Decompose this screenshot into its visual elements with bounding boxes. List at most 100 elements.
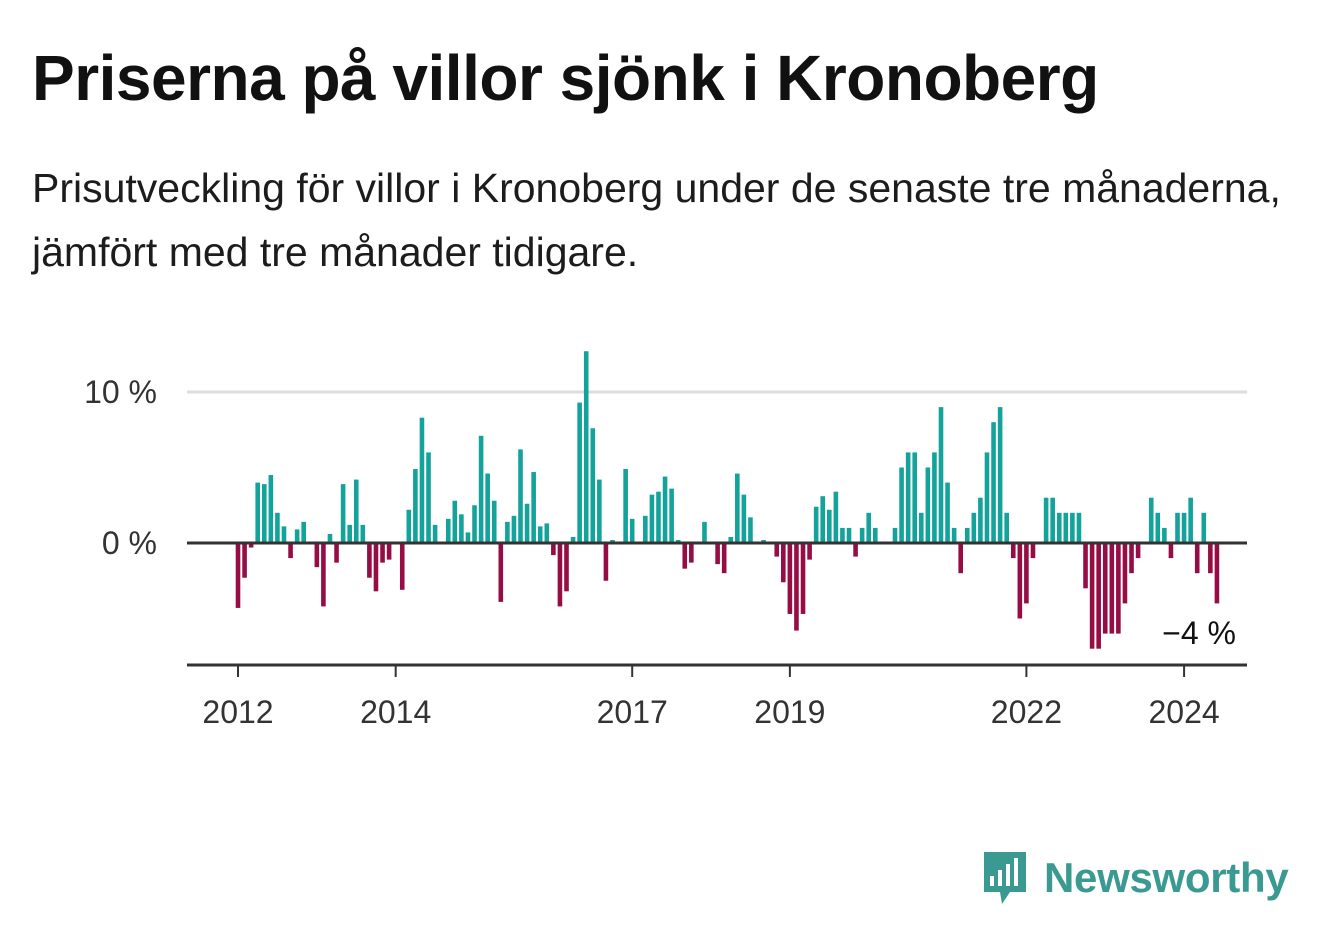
- bar: [912, 452, 918, 543]
- bar: [656, 491, 661, 543]
- bar: [748, 517, 753, 543]
- bar: [597, 479, 602, 543]
- bar: [524, 503, 530, 543]
- bar: [662, 476, 668, 543]
- bar: [537, 526, 543, 543]
- bar: [958, 543, 963, 574]
- bar: [840, 527, 845, 543]
- bar: [610, 539, 615, 543]
- bar: [1096, 543, 1101, 649]
- bar: [1155, 512, 1161, 543]
- bar: [675, 539, 681, 543]
- bar: [820, 496, 826, 543]
- bar: [1162, 527, 1167, 543]
- chart-subtitle: Prisutveckling för villor i Kronoberg un…: [32, 165, 1281, 275]
- bar: [833, 491, 839, 543]
- bar: [531, 472, 536, 543]
- bar: [347, 524, 352, 543]
- bar: [1063, 512, 1069, 543]
- bar: [1135, 543, 1141, 559]
- bar: [735, 473, 740, 543]
- bar: [301, 521, 306, 543]
- bar: [518, 449, 523, 543]
- bar: [1010, 543, 1016, 559]
- chart-title: Priserna på villor sjönk i Kronoberg: [32, 42, 1099, 114]
- bar: [399, 543, 405, 590]
- bar: [432, 524, 438, 543]
- bar: [853, 543, 858, 557]
- bar: [485, 473, 490, 543]
- newsworthy-logo: Newsworthy: [980, 848, 1289, 908]
- bar: [761, 539, 766, 543]
- bar: [472, 505, 477, 543]
- bar: [1083, 543, 1088, 589]
- bar: [478, 435, 484, 543]
- bar: [1175, 512, 1180, 543]
- bar: [511, 515, 517, 543]
- bar: [800, 543, 806, 614]
- bar: [321, 543, 326, 607]
- bar: [1208, 543, 1213, 574]
- bar: [964, 527, 970, 543]
- bar: [721, 543, 727, 574]
- bar: [689, 543, 694, 563]
- bar: [1188, 497, 1193, 543]
- bar: [1168, 543, 1174, 559]
- bar: [787, 543, 793, 614]
- bar: [459, 514, 464, 543]
- bar: [1004, 512, 1009, 543]
- bar: [794, 543, 799, 631]
- bar: [899, 467, 904, 543]
- x-tick-label: 2022: [991, 694, 1062, 730]
- x-tick-label: 2012: [202, 694, 273, 730]
- bar: [373, 543, 379, 592]
- bar: [971, 512, 977, 543]
- bar: [728, 536, 734, 543]
- bar: [275, 512, 280, 543]
- x-tick-label: 2019: [754, 694, 825, 730]
- bar: [807, 543, 812, 560]
- bar: [945, 482, 950, 543]
- x-tick-label: 2014: [360, 694, 431, 730]
- bar: [334, 543, 339, 563]
- bar: [1076, 512, 1082, 543]
- bar: [905, 452, 911, 543]
- bar: [386, 543, 392, 560]
- bar: [268, 475, 274, 543]
- bar: [1043, 497, 1049, 543]
- bar-chart: 0 % 10 % 2012 2014 2017 2019 2022 2024 −4 %: [84, 351, 1247, 730]
- bar: [419, 417, 425, 543]
- bar: [1148, 497, 1154, 543]
- bar: [682, 543, 688, 569]
- bar: [1194, 543, 1200, 574]
- bar: [505, 521, 510, 543]
- bar: [557, 543, 563, 607]
- bar: [866, 512, 872, 543]
- bar: [570, 536, 576, 543]
- bar: [1201, 512, 1207, 543]
- bar: [951, 527, 957, 543]
- bar: [281, 526, 287, 543]
- bar-chart-speech-bubble-icon: [984, 852, 1026, 904]
- bar: [590, 428, 596, 543]
- bar: [827, 509, 832, 543]
- bar: [997, 407, 1003, 543]
- bar: [465, 532, 471, 543]
- bar: [248, 543, 254, 548]
- bar: [491, 500, 497, 543]
- bar: [643, 515, 648, 543]
- bar: [564, 543, 569, 592]
- bar: [426, 452, 431, 543]
- bar: [551, 543, 556, 556]
- bar: [1181, 512, 1187, 543]
- bar: [715, 543, 720, 565]
- bar: [774, 543, 780, 557]
- bar: [413, 469, 418, 543]
- bar: [314, 543, 320, 568]
- bar: [544, 523, 550, 543]
- bar: [360, 524, 366, 543]
- bar: [984, 452, 990, 543]
- bar: [991, 422, 996, 543]
- bar: [452, 500, 458, 543]
- bar: [1109, 543, 1115, 634]
